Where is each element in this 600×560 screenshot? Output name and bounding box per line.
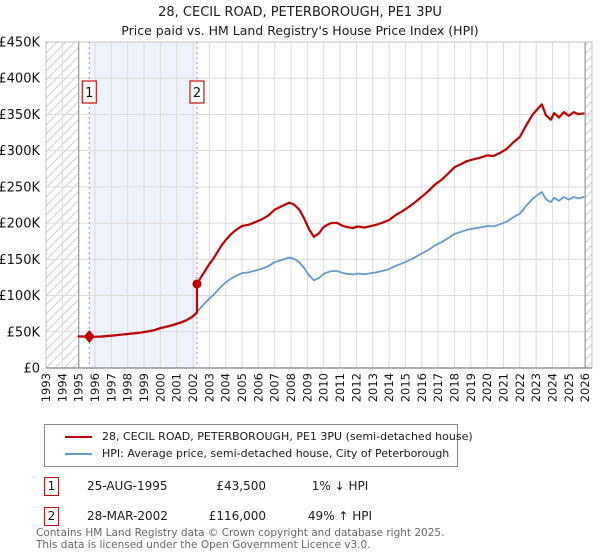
x-tick-label: 2016	[415, 373, 429, 402]
y-tick-label: £150K	[0, 253, 40, 268]
sale-annotations: 1 25-AUG-1995 £43,500 1% ↓ HPI 2 28-MAR-…	[44, 477, 584, 537]
sale-row-2: 2 28-MAR-2002 £116,000 49% ↑ HPI	[44, 507, 584, 537]
x-tick-label: 1998	[121, 373, 135, 402]
footer-line-1: Contains HM Land Registry data © Crown c…	[36, 527, 445, 539]
x-tick-label: 1997	[104, 373, 118, 402]
sale-marker-diamond	[83, 329, 95, 343]
hpi-line-swatch	[65, 452, 92, 455]
legend-label: HPI: Average price, semi-detached house,…	[102, 447, 450, 460]
x-tick-label: 2009	[300, 373, 314, 402]
x-tick-label: 2002	[186, 373, 200, 402]
page-subtitle: Price paid vs. HM Land Registry's House …	[121, 23, 479, 38]
x-tick-label: 2003	[202, 373, 216, 402]
property-line-swatch	[65, 435, 92, 438]
sale-number-badge: 1	[44, 477, 59, 496]
sale-hpi-delta: 1% ↓ HPI	[311, 479, 369, 493]
x-tick-label: 1995	[72, 373, 86, 402]
sale-number-box-label: 2	[193, 86, 201, 101]
x-tick-label: 2010	[317, 373, 331, 402]
x-tick-label: 2014	[382, 373, 396, 402]
x-tick-label: 1996	[88, 373, 102, 402]
between-sales-shade	[89, 42, 197, 368]
x-tick-label: 2000	[153, 373, 167, 402]
x-tick-label: 2020	[480, 373, 494, 402]
y-tick-label: £400K	[0, 72, 40, 87]
page-title: 28, CECIL ROAD, PETERBOROUGH, PE1 3PU	[158, 5, 442, 20]
sale-hpi-delta: 49% ↑ HPI	[307, 509, 373, 523]
property-series-line	[77, 103, 585, 338]
x-tick-label: 2019	[464, 373, 478, 402]
x-tick-label: 2023	[529, 373, 543, 402]
sale-date: 25-AUG-1995	[87, 479, 168, 493]
x-tick-label: 2001	[170, 373, 184, 402]
x-tick-label: 2004	[219, 373, 233, 402]
sale-number-box	[81, 80, 97, 104]
x-tick-label: 2017	[431, 373, 445, 402]
x-tick-label: 2008	[284, 373, 298, 402]
x-tick-label: 2024	[545, 373, 559, 402]
x-tick-label: 2025	[562, 373, 576, 402]
sale-number-box-label: 1	[85, 86, 93, 101]
x-tick-label: 2006	[251, 373, 265, 402]
x-tick-label: 2022	[513, 373, 527, 402]
y-tick-label: £450K	[0, 36, 40, 51]
price-chart: 1 2 £0 £50K £100K £150K £200K £250K £300K £350K £4…	[0, 36, 593, 402]
x-tick-label: 2018	[447, 373, 461, 402]
y-tick-label: £100K	[0, 289, 40, 304]
y-tick-label: £50K	[7, 325, 41, 340]
sale-number-box	[189, 80, 205, 104]
x-tick-label: 1994	[55, 373, 69, 402]
y-tick-label: £200K	[0, 217, 40, 232]
chart-legend: 28, CECIL ROAD, PETERBOROUGH, PE1 3PU (s…	[44, 424, 473, 467]
x-tick-label: 2005	[235, 373, 249, 402]
sale-price: £43,500	[216, 479, 266, 493]
x-tick-label: 2007	[268, 373, 282, 402]
x-tick-label: 2012	[349, 373, 363, 402]
x-tick-label: 2013	[366, 373, 380, 402]
x-tick-label: 2026	[578, 373, 592, 402]
footer-line-2: This data is licensed under the Open Gov…	[36, 538, 371, 551]
x-tick-label: 2021	[496, 373, 510, 402]
legend-item-hpi: HPI: Average price, semi-detached house,…	[45, 445, 457, 462]
sale-row-1: 1 25-AUG-1995 £43,500 1% ↓ HPI	[44, 477, 584, 507]
y-tick-label: £300K	[0, 144, 40, 159]
y-tick-label: £0	[23, 362, 40, 377]
legend-item-property: 28, CECIL ROAD, PETERBOROUGH, PE1 3PU (s…	[45, 428, 473, 445]
legend-label: 28, CECIL ROAD, PETERBOROUGH, PE1 3PU (s…	[102, 430, 473, 443]
x-tick-label: 1993	[39, 373, 53, 402]
x-tick-label: 1999	[137, 373, 151, 402]
sale-date: 28-MAR-2002	[87, 509, 168, 523]
x-tick-label: 2015	[398, 373, 412, 402]
no-data-hatch	[585, 42, 592, 368]
sale-number-badge: 2	[44, 507, 59, 526]
license-footer: Contains HM Land Registry data © Crown c…	[36, 527, 445, 551]
sale-marker-dot	[192, 279, 202, 289]
x-tick-label: 2011	[333, 373, 347, 402]
sale-price: £116,000	[208, 509, 266, 523]
y-tick-label: £350K	[0, 108, 40, 123]
y-tick-label: £250K	[0, 180, 40, 195]
